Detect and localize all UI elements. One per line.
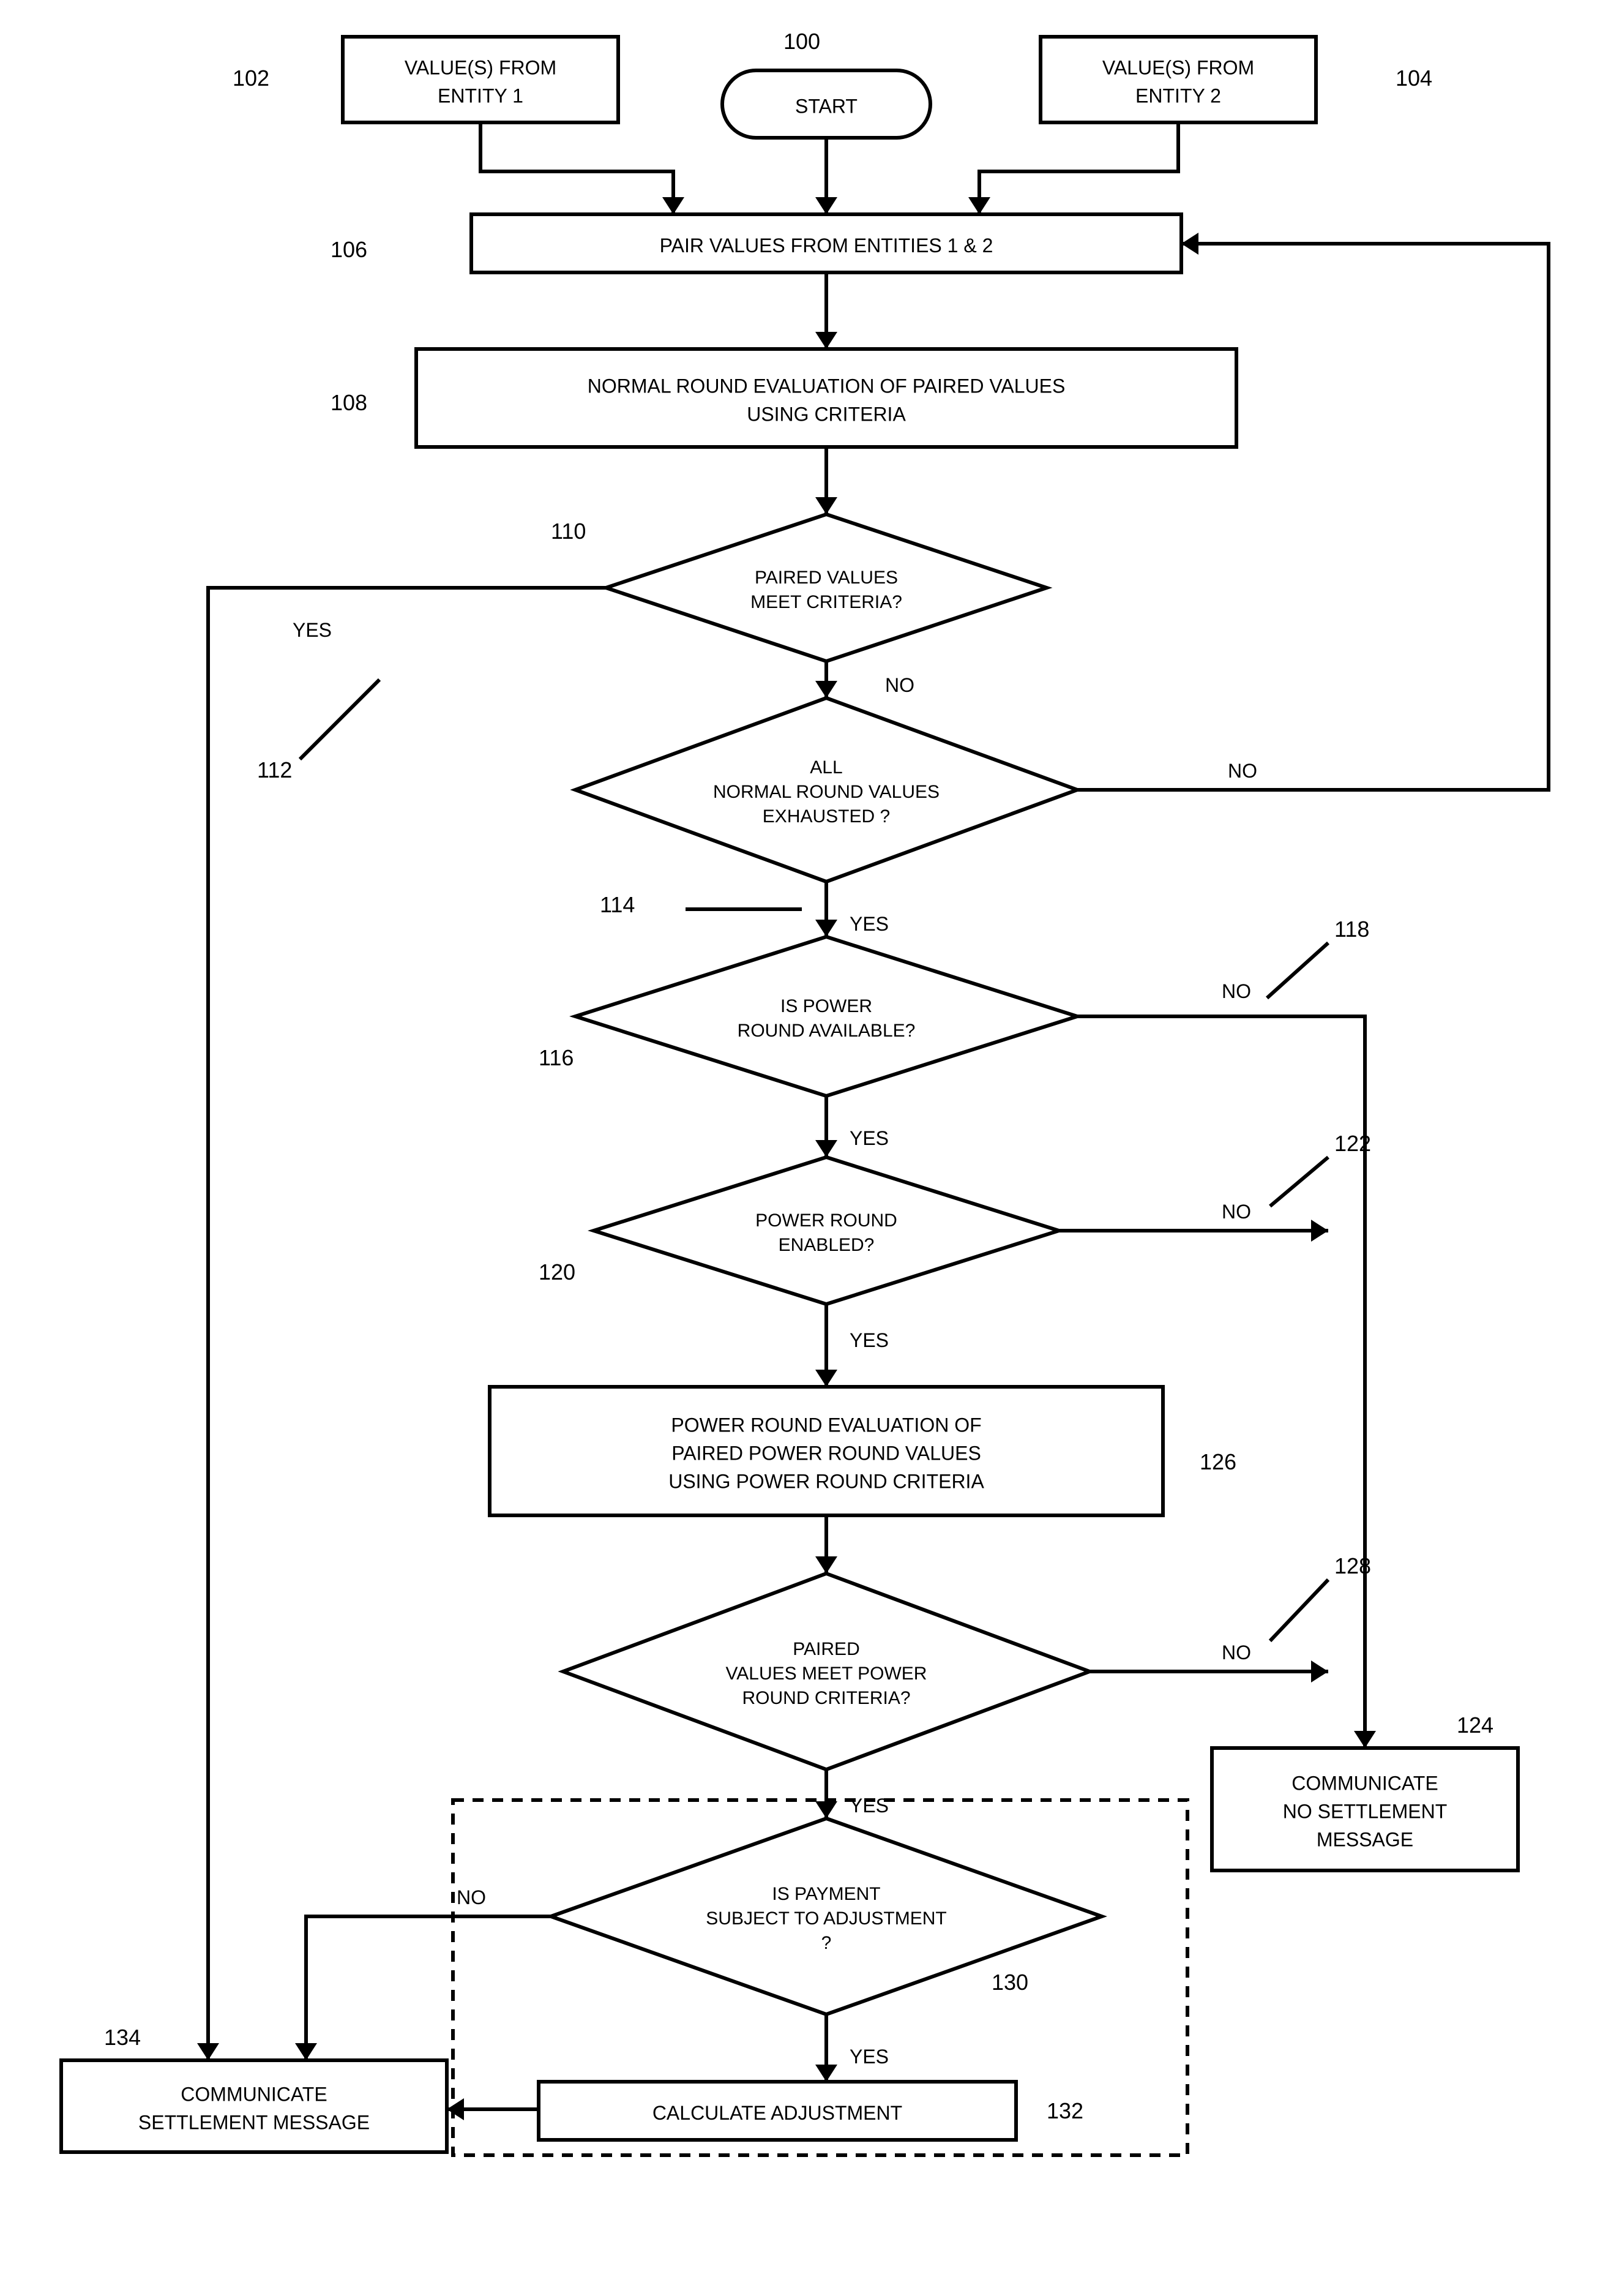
node-n130-text-line0: IS PAYMENT bbox=[772, 1884, 880, 1904]
node-n106-text-line0: PAIR VALUES FROM ENTITIES 1 & 2 bbox=[660, 234, 993, 257]
ref-label-120: 120 bbox=[539, 1259, 575, 1285]
edge-label-e130-no: NO bbox=[457, 1886, 486, 1908]
node-n114-text-line1: NORMAL ROUND VALUES bbox=[713, 782, 940, 802]
ref-label-102: 102 bbox=[233, 66, 269, 91]
ref-label-128: 128 bbox=[1334, 1553, 1371, 1578]
ref-label-106: 106 bbox=[331, 237, 367, 262]
node-n108-text-line1: USING CRITERIA bbox=[747, 403, 906, 426]
node-n120-text-line1: ENABLED? bbox=[779, 1235, 875, 1255]
node-n102-text-line0: VALUE(S) FROM bbox=[405, 57, 556, 79]
node-n104-text-line1: ENTITY 2 bbox=[1135, 85, 1221, 107]
ref-label-134: 134 bbox=[104, 2025, 141, 2050]
ref-label-108: 108 bbox=[331, 390, 367, 415]
node-n128-text-line1: VALUES MEET POWER bbox=[726, 1664, 927, 1684]
ref-label-124: 124 bbox=[1457, 1713, 1493, 1738]
ref-label-132: 132 bbox=[1047, 2098, 1083, 2123]
node-n114-text-line0: ALL bbox=[810, 757, 842, 778]
node-n104 bbox=[1041, 37, 1316, 122]
ref-label-100: 100 bbox=[783, 29, 820, 54]
node-n120-text-line0: POWER ROUND bbox=[755, 1210, 897, 1231]
node-n124-text-line0: COMMUNICATE bbox=[1291, 1773, 1438, 1795]
ref-label-114: 114 bbox=[600, 892, 635, 917]
edge-label-e114-no: NO bbox=[1228, 760, 1257, 782]
edge-label-e110-yes: YES bbox=[293, 619, 332, 641]
edge-label-e128-no: NO bbox=[1222, 1641, 1251, 1664]
node-n116-text-line1: ROUND AVAILABLE? bbox=[738, 1021, 916, 1041]
node-n126-text-line1: PAIRED POWER ROUND VALUES bbox=[671, 1443, 981, 1465]
node-n130-text-line1: SUBJECT TO ADJUSTMENT bbox=[706, 1908, 946, 1929]
edge-label-e120-no: NO bbox=[1222, 1201, 1251, 1223]
edge-label-e114-116: YES bbox=[850, 913, 889, 935]
node-n132-text-line0: CALCULATE ADJUSTMENT bbox=[652, 2102, 902, 2124]
node-n126-text-line0: POWER ROUND EVALUATION OF bbox=[671, 1414, 981, 1436]
ref-label-116: 116 bbox=[539, 1045, 574, 1070]
node-n130-text-line2: ? bbox=[821, 1933, 832, 1953]
node-n124-text-line1: NO SETTLEMENT bbox=[1283, 1801, 1447, 1823]
node-n110-text-line1: MEET CRITERIA? bbox=[750, 592, 902, 612]
ref-label-118: 118 bbox=[1334, 917, 1369, 942]
ref-label-130: 130 bbox=[992, 1970, 1028, 1995]
node-n128-text-line0: PAIRED bbox=[793, 1639, 859, 1659]
node-n102 bbox=[343, 37, 618, 122]
node-n100-text-line0: START bbox=[795, 96, 858, 118]
node-n134-text-line1: SETTLEMENT MESSAGE bbox=[138, 2112, 370, 2134]
node-n114-text-line2: EXHAUSTED ? bbox=[763, 806, 890, 827]
node-n102-text-line1: ENTITY 1 bbox=[438, 85, 523, 107]
node-n116-text-line0: IS POWER bbox=[780, 996, 872, 1016]
ref-label-110: 110 bbox=[551, 519, 586, 544]
edge-label-e120-126: YES bbox=[850, 1329, 889, 1351]
node-n104-text-line0: VALUE(S) FROM bbox=[1102, 57, 1254, 79]
edge-label-e116-no: NO bbox=[1222, 980, 1251, 1002]
node-n134 bbox=[61, 2060, 447, 2152]
node-n126-text-line2: USING POWER ROUND CRITERIA bbox=[668, 1471, 984, 1493]
node-n108-text-line0: NORMAL ROUND EVALUATION OF PAIRED VALUES bbox=[588, 375, 1066, 397]
edge-label-e128-130: YES bbox=[850, 1795, 889, 1817]
ref-label-104: 104 bbox=[1396, 66, 1432, 91]
edge-label-e130-132: YES bbox=[850, 2046, 889, 2068]
ref-label-126: 126 bbox=[1200, 1449, 1236, 1474]
node-n134-text-line0: COMMUNICATE bbox=[181, 2084, 327, 2106]
node-n124-text-line2: MESSAGE bbox=[1317, 1829, 1413, 1851]
ref-label-112: 112 bbox=[257, 757, 292, 782]
edge-label-e116-120: YES bbox=[850, 1127, 889, 1149]
node-n128-text-line2: ROUND CRITERIA? bbox=[742, 1688, 910, 1708]
node-n108 bbox=[416, 349, 1236, 447]
ref-label-122: 122 bbox=[1334, 1131, 1371, 1156]
node-n110-text-line0: PAIRED VALUES bbox=[755, 568, 898, 588]
edge-label-e110-114: NO bbox=[885, 674, 914, 696]
